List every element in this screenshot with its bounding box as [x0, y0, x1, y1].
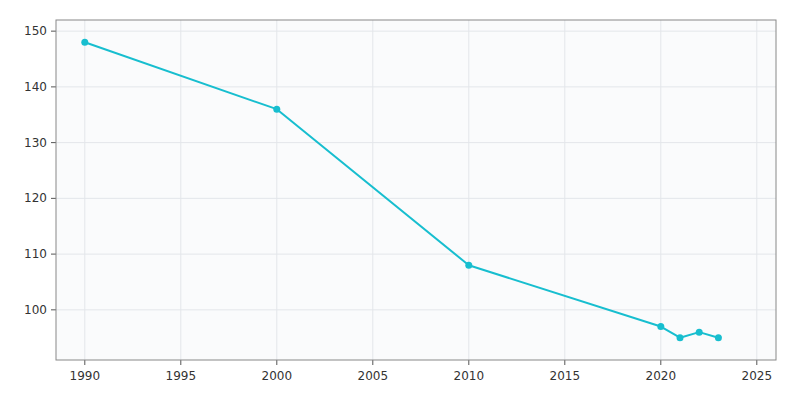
marker — [715, 334, 722, 341]
marker — [273, 106, 280, 113]
marker — [696, 329, 703, 336]
y-tick — [51, 309, 56, 310]
y-grid-line — [56, 198, 776, 199]
y-tick — [51, 31, 56, 32]
x-tick-label: 1995 — [166, 369, 197, 383]
x-tick — [84, 360, 85, 365]
y-tick-label: 100 — [24, 303, 47, 317]
y-tick-label: 140 — [24, 80, 47, 94]
marker — [677, 334, 684, 341]
x-tick — [660, 360, 661, 365]
x-tick — [468, 360, 469, 365]
y-grid-line — [56, 309, 776, 310]
chart: 1990 1995 2000 2005 2010 2015 2020 2025 100 110 12… — [0, 0, 800, 400]
grid — [56, 20, 776, 360]
plot-frame — [56, 20, 776, 360]
y-tick — [51, 254, 56, 255]
y-tick-label: 130 — [24, 136, 47, 150]
marker — [465, 262, 472, 269]
y-grid-line — [56, 31, 776, 32]
y-tick-label: 110 — [24, 247, 47, 261]
x-tick-label: 2020 — [646, 369, 677, 383]
x-tick — [756, 360, 757, 365]
x-tick-label: 2005 — [358, 369, 389, 383]
x-grid-line — [372, 20, 373, 360]
x-tick — [276, 360, 277, 365]
y-grid-line — [56, 254, 776, 255]
line — [85, 42, 719, 337]
axes: 1990 1995 2000 2005 2010 2015 2020 2025 100 110 12… — [24, 24, 772, 383]
x-grid-line — [84, 20, 85, 360]
y-grid-line — [56, 142, 776, 143]
marker — [657, 323, 664, 330]
y-grid-line — [56, 86, 776, 87]
x-tick-label: 2010 — [454, 369, 485, 383]
y-tick — [51, 142, 56, 143]
x-tick — [564, 360, 565, 365]
chart-container: 1990 1995 2000 2005 2010 2015 2020 2025 100 110 12… — [0, 0, 800, 400]
x-grid-line — [660, 20, 661, 360]
x-tick-label: 2025 — [742, 369, 773, 383]
x-grid-line — [564, 20, 565, 360]
x-tick-label: 2000 — [262, 369, 293, 383]
marker — [81, 39, 88, 46]
x-tick — [372, 360, 373, 365]
y-tick-label: 150 — [24, 24, 47, 38]
plot-area — [56, 20, 776, 360]
x-grid-line — [756, 20, 757, 360]
x-grid-line — [276, 20, 277, 360]
x-tick-label: 1990 — [70, 369, 101, 383]
x-grid-line — [468, 20, 469, 360]
x-tick — [180, 360, 181, 365]
y-tick-label: 120 — [24, 191, 47, 205]
y-tick — [51, 86, 56, 87]
x-grid-line — [180, 20, 181, 360]
series — [81, 39, 722, 341]
y-tick — [51, 198, 56, 199]
x-tick-label: 2015 — [550, 369, 581, 383]
